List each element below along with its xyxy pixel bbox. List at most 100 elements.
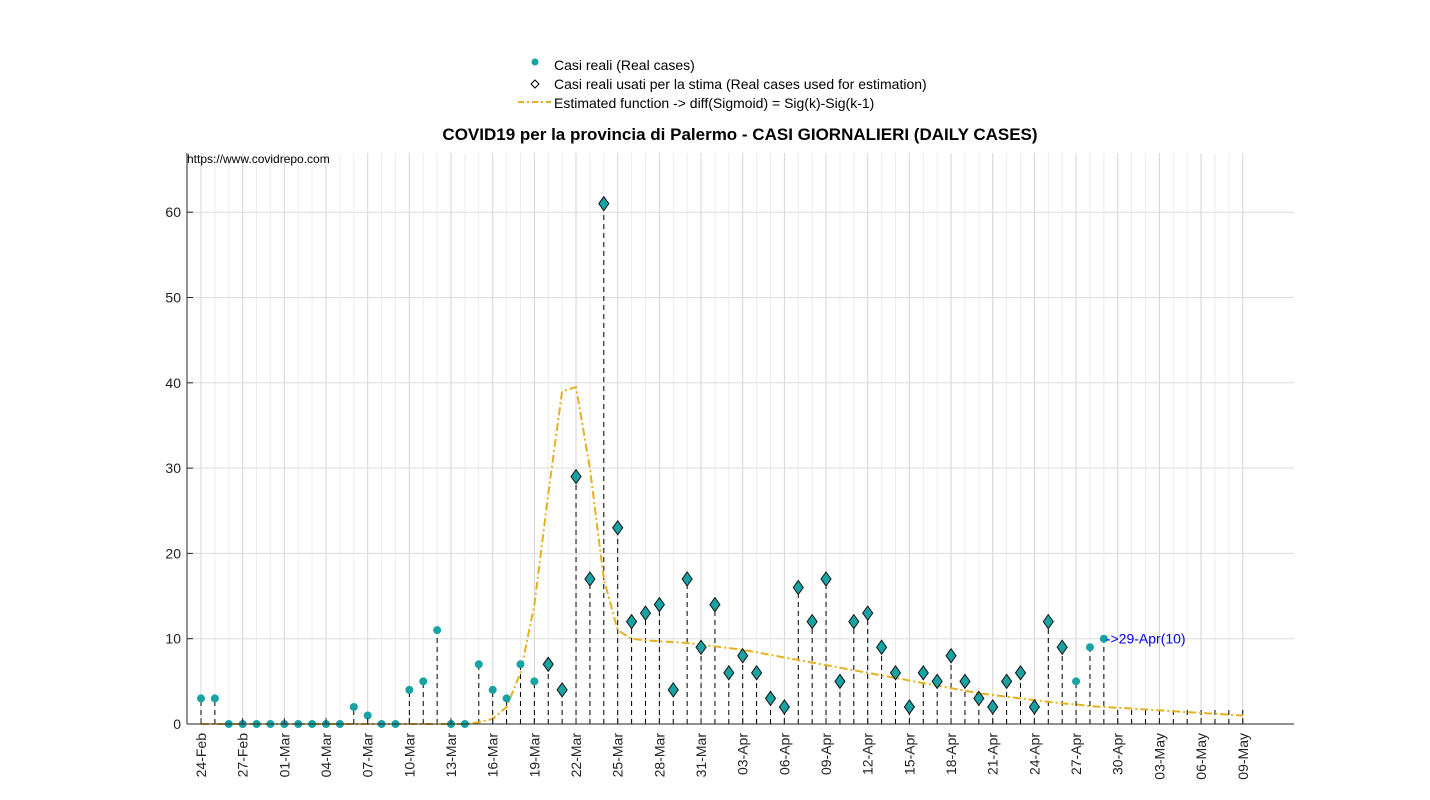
estimation-case-point [667, 682, 679, 698]
estimation-case-point [903, 699, 916, 715]
real-case-point [433, 626, 442, 635]
estimation-case-point [598, 195, 610, 212]
estimation-case-point [542, 656, 554, 673]
y-tick-label: 30 [165, 460, 181, 476]
estimation-case-point [612, 519, 624, 536]
estimation-case-point [917, 664, 929, 681]
real-case-point [1099, 634, 1108, 643]
legend-estimated-function-label: Estimated function -> diff(Sigmoid) = Si… [554, 95, 874, 111]
y-tick-label: 40 [165, 375, 181, 391]
estimation-case-point [792, 579, 804, 596]
x-tick-label: 03-May [1151, 733, 1167, 780]
x-tick-label: 03-Apr [735, 733, 751, 775]
real-case-point [530, 677, 539, 686]
source-url: https://www.covidrepo.com [187, 152, 330, 166]
estimation-case-point [1001, 673, 1013, 690]
x-tick-label: 13-Mar [443, 733, 459, 778]
real-case-point [363, 711, 372, 720]
x-tick-label: 12-Apr [860, 733, 876, 775]
estimated-function-line [201, 385, 1243, 725]
legend: Casi reali (Real cases) Casi reali usati… [518, 57, 927, 111]
x-tick-label: 24-Apr [1026, 733, 1042, 775]
y-tick-labels: 0 10 20 30 40 50 60 [165, 204, 181, 732]
real-case-point [502, 694, 511, 703]
x-tick-label: 22-Mar [568, 733, 584, 778]
real-case-point [1072, 677, 1081, 686]
legend-real-cases-label: Casi reali (Real cases) [554, 57, 695, 73]
last-point-annotation: ->29-Apr(10) [1106, 631, 1186, 647]
estimation-case-point [570, 468, 582, 485]
stems [200, 203, 1244, 724]
grid [187, 153, 1294, 725]
x-tick-label: 31-Mar [693, 733, 709, 778]
estimation-case-point [723, 664, 735, 681]
y-tick-label: 0 [173, 716, 181, 732]
estimation-case-point [695, 639, 707, 656]
estimation-case-point [889, 664, 902, 681]
estimation-case-point [778, 699, 790, 715]
estimation-case-point [556, 682, 568, 698]
x-tick-label: 27-Apr [1068, 733, 1084, 775]
x-tick-label: 28-Mar [651, 733, 667, 778]
estimation-case-point [945, 647, 957, 664]
real-case-point [516, 660, 525, 669]
real-case-point [474, 660, 483, 669]
estimation-case-point [1028, 699, 1041, 715]
real-case-point [405, 685, 414, 694]
estimation-case-point [875, 639, 888, 656]
estimation-case-point [1042, 613, 1054, 630]
legend-real-cases-marker [531, 58, 539, 66]
estimation-case-point [931, 673, 943, 690]
real-case-point [197, 694, 205, 703]
estimation-case-point [820, 571, 832, 587]
x-tick-label: 21-Apr [985, 733, 1001, 775]
markers [197, 195, 1108, 728]
estimation-case-point [653, 596, 665, 613]
estimation-case-point [973, 690, 985, 707]
x-tick-label: 18-Apr [943, 733, 959, 775]
x-tick-labels: 24-Feb 27-Feb 01-Mar 04-Mar 07-Mar 10-Mar 13-M… [193, 733, 1251, 780]
axes [186, 153, 1294, 725]
estimation-case-point [959, 673, 971, 690]
real-case-point [349, 702, 358, 711]
x-tick-label: 10-Mar [401, 733, 417, 778]
estimation-case-point [625, 613, 638, 630]
legend-estimation-cases-marker [530, 79, 540, 89]
estimation-case-point [737, 647, 749, 664]
estimation-case-point [639, 605, 652, 621]
y-tick-label: 20 [165, 545, 181, 561]
y-tick-label: 60 [165, 204, 181, 220]
x-tick-label: 06-May [1193, 733, 1209, 780]
y-tick-label: 50 [165, 290, 181, 306]
estimation-case-point [862, 605, 874, 621]
x-tick-label: 01-Mar [276, 733, 292, 778]
estimation-case-point [584, 571, 596, 587]
x-tick-label: 24-Feb [193, 733, 209, 778]
estimation-case-point [806, 613, 818, 630]
real-case-point [1085, 643, 1094, 652]
estimation-case-point [681, 571, 693, 587]
legend-estimation-cases-label: Casi reali usati per la stima (Real case… [554, 76, 927, 92]
x-tick-label: 09-Apr [818, 733, 834, 775]
real-case-point [210, 694, 219, 703]
estimation-case-point [709, 596, 721, 613]
estimation-case-point [834, 673, 846, 690]
estimation-case-point [1014, 664, 1027, 681]
x-tick-label: 07-Mar [360, 733, 376, 778]
x-tick-label: 16-Mar [485, 733, 501, 778]
real-case-point [419, 677, 428, 686]
x-tick-label: 30-Apr [1110, 733, 1126, 775]
estimation-case-point [848, 613, 860, 630]
y-tick-label: 10 [165, 631, 181, 647]
x-tick-label: 15-Apr [901, 733, 917, 775]
estimation-case-point [750, 664, 763, 681]
estimation-case-point [1056, 639, 1068, 656]
chart-title: COVID19 per la provincia di Palermo - CA… [442, 125, 1037, 144]
x-tick-label: 09-May [1235, 733, 1251, 780]
x-tick-label: 19-Mar [526, 733, 542, 778]
estimation-case-point [764, 690, 777, 707]
x-tick-label: 25-Mar [610, 733, 626, 778]
estimation-case-point [987, 699, 999, 715]
x-tick-label: 04-Mar [318, 733, 334, 778]
